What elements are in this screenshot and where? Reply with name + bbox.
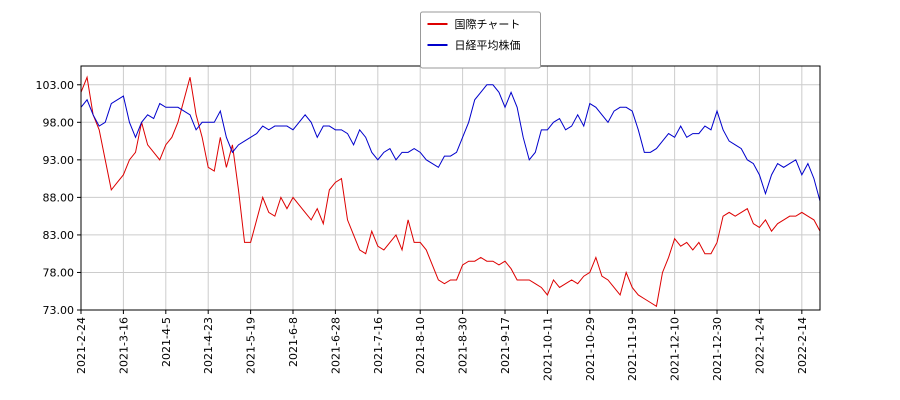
x-tick-label: 2021-10-29 (584, 317, 597, 381)
x-tick-label: 2021-9-17 (499, 317, 512, 374)
legend-label: 国際チャート (455, 18, 521, 31)
y-tick-label: 88.00 (43, 191, 75, 204)
series-line (80, 84, 821, 202)
y-tick-label: 93.00 (43, 154, 75, 167)
x-tick-label: 2021-5-19 (245, 317, 258, 374)
y-tick-label: 98.00 (43, 116, 75, 129)
x-tick-label: 2021-6-8 (287, 317, 300, 367)
x-tick-label: 2021-8-10 (414, 317, 427, 374)
x-tick-label: 2021-12-10 (669, 317, 682, 381)
x-tick-label: 2021-8-30 (457, 317, 470, 374)
y-tick-label: 73.00 (43, 304, 75, 317)
legend-box (420, 11, 541, 69)
legend-label: 日経平均株価 (455, 38, 521, 52)
series-line (80, 75, 821, 308)
x-tick-label: 2021-12-30 (711, 317, 724, 381)
x-tick-label: 2021-7-16 (372, 317, 385, 374)
x-tick-label: 2021-10-11 (541, 317, 554, 381)
plot-area (81, 66, 820, 310)
x-tick-label: 2021-2-24 (75, 317, 88, 374)
x-tick-label: 2022-1-24 (753, 317, 766, 374)
x-tick-label: 2021-3-16 (117, 317, 130, 374)
x-tick-label: 2021-4-23 (202, 317, 215, 374)
y-tick-label: 103.00 (36, 79, 75, 92)
x-tick-label: 2021-11-19 (626, 317, 639, 381)
y-tick-label: 78.00 (43, 266, 75, 279)
x-tick-label: 2022-2-14 (796, 317, 809, 374)
x-tick-label: 2021-4-5 (160, 317, 173, 367)
y-tick-label: 83.00 (43, 229, 75, 242)
x-tick-label: 2021-6-28 (329, 317, 342, 374)
